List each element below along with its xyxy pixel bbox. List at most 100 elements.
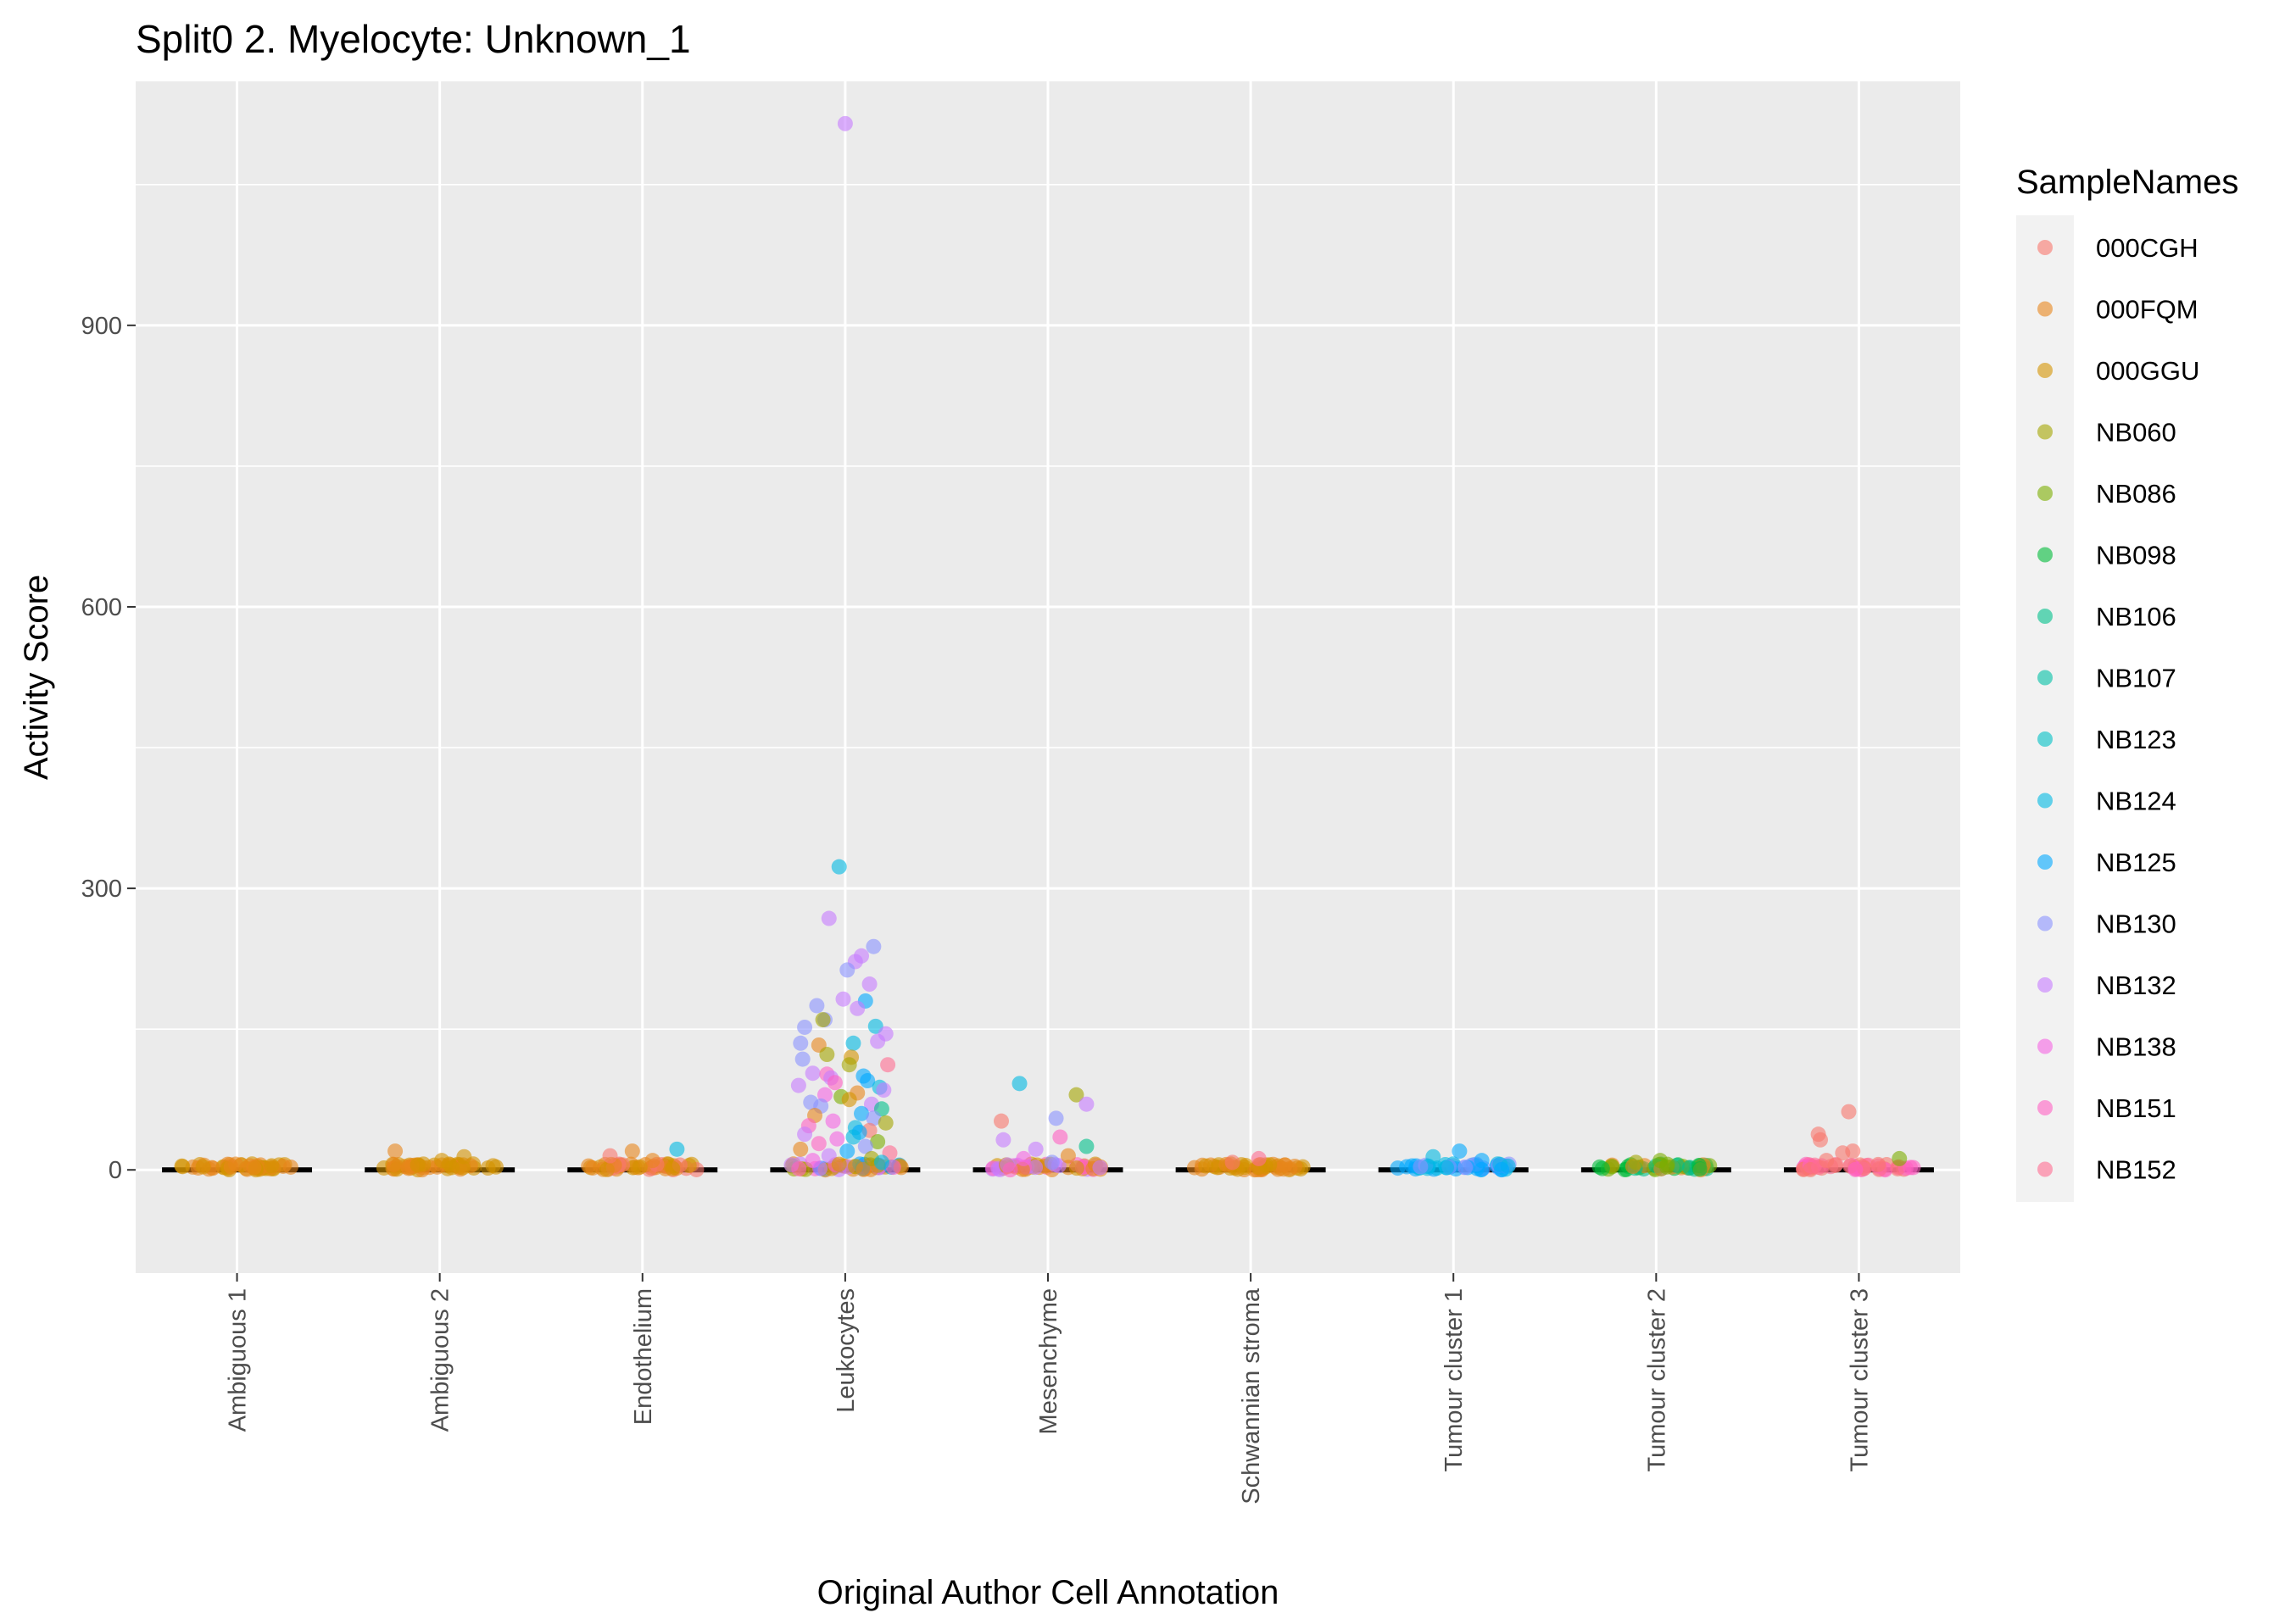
data-point — [811, 1136, 827, 1152]
data-point — [878, 1115, 894, 1131]
legend-key — [2037, 1161, 2053, 1177]
data-point — [995, 1132, 1011, 1148]
baseline-point — [1870, 1156, 1886, 1172]
data-point — [1048, 1110, 1064, 1126]
data-point — [870, 1134, 886, 1150]
legend-label: NB132 — [2096, 971, 2176, 1000]
y-tick-label: 0 — [109, 1157, 122, 1184]
data-point — [841, 1092, 857, 1108]
legend-label: NB107 — [2096, 664, 2176, 693]
y-tick-label: 900 — [81, 313, 122, 340]
data-point — [669, 1141, 685, 1157]
data-point — [821, 1148, 837, 1164]
legend-key — [2037, 793, 2053, 809]
baseline-point — [410, 1157, 426, 1173]
legend-key — [2037, 424, 2053, 440]
baseline-point — [855, 1161, 872, 1177]
legend-key — [2037, 670, 2053, 686]
baseline-point — [1237, 1160, 1253, 1176]
legend-label: NB130 — [2096, 909, 2176, 939]
data-point — [1819, 1153, 1835, 1169]
data-point — [850, 1000, 866, 1016]
y-axis-title: Activity Score — [18, 575, 55, 780]
legend-label: 000CGH — [2096, 233, 2198, 263]
baseline-point — [480, 1160, 496, 1176]
x-axis-title: Original Author Cell Annotation — [817, 1574, 1279, 1611]
data-point — [805, 1065, 821, 1082]
baseline-point — [454, 1160, 471, 1176]
legend-label: 000FQM — [2096, 295, 2198, 325]
data-point — [1011, 1076, 1028, 1092]
data-point — [825, 1113, 841, 1129]
baseline-point — [275, 1158, 291, 1174]
baseline-point — [1028, 1160, 1044, 1176]
data-point — [793, 1141, 809, 1157]
data-point — [793, 1035, 809, 1051]
data-point — [1060, 1148, 1076, 1164]
data-point — [845, 1035, 861, 1051]
x-tick-label: Mesenchyme — [1035, 1288, 1062, 1434]
legend-key — [2037, 240, 2053, 255]
baseline-point — [632, 1159, 648, 1175]
data-point — [1835, 1145, 1851, 1161]
data-point — [994, 1113, 1010, 1129]
baseline-point — [1494, 1161, 1510, 1177]
baseline-clusters — [162, 1156, 1934, 1178]
data-point — [1078, 1096, 1095, 1112]
data-point — [1251, 1150, 1267, 1166]
baseline-point — [1594, 1160, 1610, 1176]
legend-key — [2037, 1038, 2053, 1054]
baseline-point — [585, 1160, 601, 1176]
baseline-point — [1438, 1160, 1454, 1176]
baseline-point — [1905, 1160, 1921, 1176]
baseline-point — [1198, 1158, 1214, 1174]
legend-title: SampleNames — [2016, 164, 2238, 201]
data-point — [644, 1153, 660, 1169]
baseline-point — [1457, 1160, 1474, 1176]
legend-key — [2037, 731, 2053, 747]
baseline-point — [791, 1160, 807, 1176]
data-point — [1052, 1129, 1068, 1145]
legend-key — [2037, 977, 2053, 993]
legend-label: NB152 — [2096, 1155, 2176, 1185]
legend-label: NB106 — [2096, 602, 2176, 631]
data-point — [1474, 1153, 1490, 1169]
data-point — [880, 1057, 896, 1073]
legend-key-background — [2016, 215, 2074, 1202]
baseline-point — [1068, 1160, 1084, 1176]
data-point — [1044, 1154, 1060, 1171]
baseline-point — [227, 1156, 243, 1172]
data-point — [1892, 1150, 1908, 1166]
baseline-point — [1413, 1159, 1429, 1175]
data-point — [1813, 1132, 1829, 1148]
major-gridlines — [136, 81, 1960, 1273]
data-point — [809, 998, 825, 1014]
data-point — [841, 1057, 857, 1073]
legend: SampleNames 000CGH 000FQM 000GGU NB060 NB086… — [2016, 164, 2238, 1202]
legend-label: NB086 — [2096, 479, 2176, 509]
x-tick-label: Endothelium — [630, 1288, 657, 1425]
x-tick-label: Tumour cluster 1 — [1441, 1288, 1468, 1472]
data-point — [835, 991, 851, 1007]
data-point — [873, 1154, 889, 1171]
data-point — [790, 1077, 806, 1093]
data-point — [1224, 1154, 1240, 1171]
data-point — [1841, 1104, 1857, 1120]
legend-key — [2037, 1100, 2053, 1115]
data-point — [1068, 1087, 1084, 1103]
y-tick-label: 300 — [81, 876, 122, 903]
x-tick-label: Schwannian stroma — [1238, 1288, 1265, 1504]
data-point — [815, 1012, 831, 1028]
data-point — [624, 1143, 640, 1160]
data-point — [831, 1156, 847, 1172]
legend-label: NB151 — [2096, 1093, 2176, 1123]
legend-key — [2037, 301, 2053, 317]
chart-title: Split0 2. Myelocyte: Unknown_1 — [136, 17, 691, 61]
data-point — [827, 1075, 843, 1091]
data-point — [854, 1105, 870, 1121]
baseline-point — [1399, 1159, 1415, 1175]
x-tick-label: Leukocytes — [833, 1288, 860, 1413]
data-point — [805, 1153, 821, 1169]
data-point — [794, 1051, 811, 1067]
